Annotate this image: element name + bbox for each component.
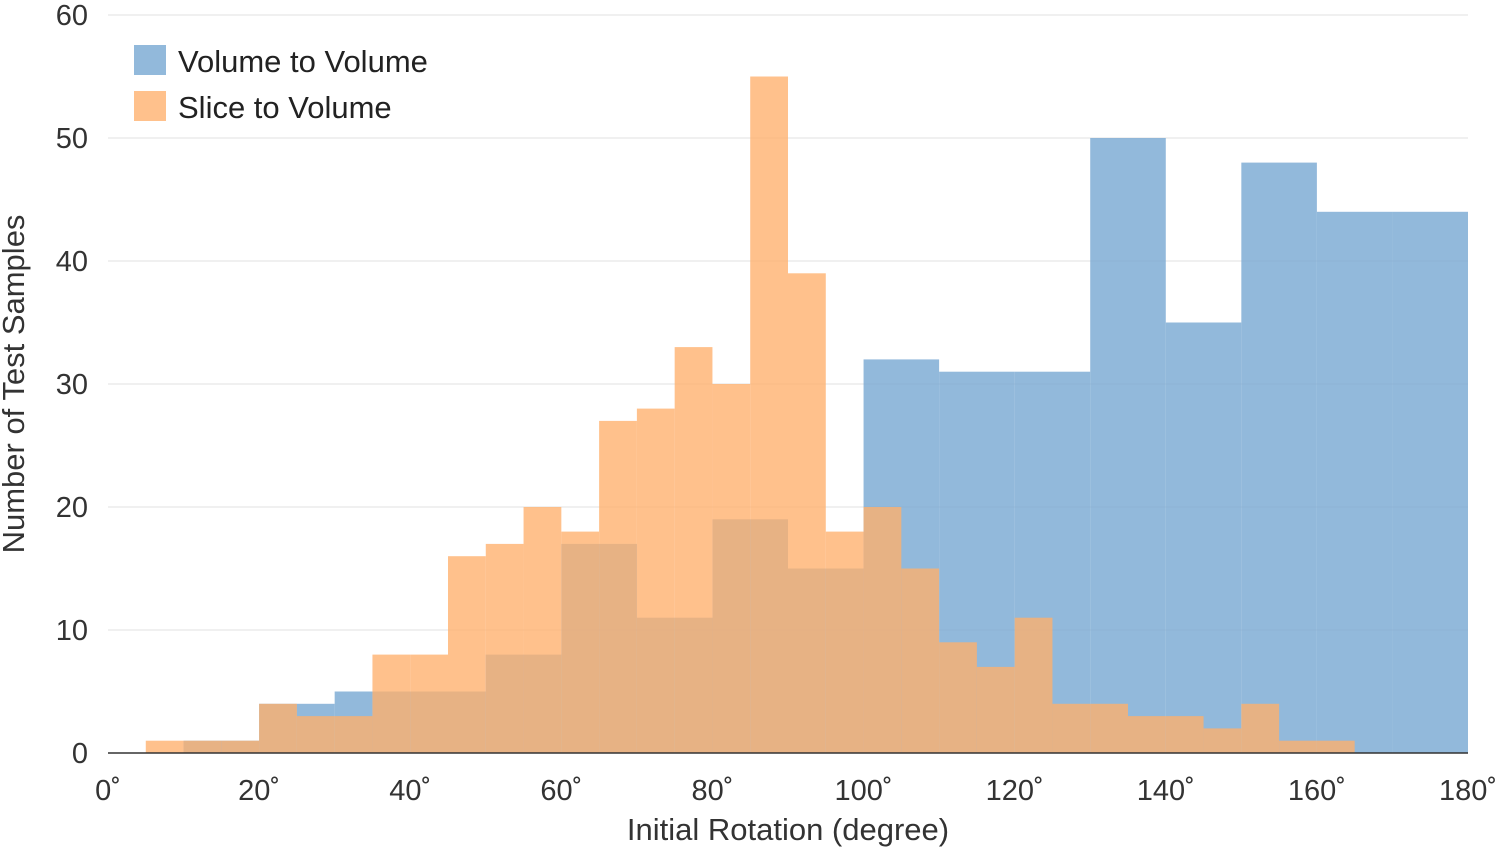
y-axis-title: Number of Test Samples <box>0 215 31 554</box>
x-tick-label: 100˚ <box>835 775 893 807</box>
histogram-bar <box>296 716 335 753</box>
y-tick-label: 30 <box>56 369 88 401</box>
y-tick-label: 0 <box>72 738 88 770</box>
histogram-bar <box>1241 703 1280 753</box>
histogram-bar <box>1165 322 1242 753</box>
x-tick-label: 40˚ <box>389 775 431 807</box>
histogram-bar <box>1241 162 1317 754</box>
histogram-bar <box>901 568 940 753</box>
x-axis-ticks: 0˚ 20˚ 40˚ 60˚ 80˚ 100˚ 120˚ 140˚ 160˚ 180˚ <box>95 775 1497 807</box>
histogram-bar <box>825 531 864 753</box>
histogram-bar <box>145 740 184 753</box>
series-slice-to-volume <box>145 76 1355 753</box>
histogram-bar <box>788 273 826 753</box>
histogram-bar <box>1316 211 1393 754</box>
legend-label: Slice to Volume <box>178 90 392 125</box>
x-tick-label: 0˚ <box>95 775 121 807</box>
histogram-bar <box>599 420 637 753</box>
series-layer <box>145 76 1468 754</box>
histogram-bar <box>1052 703 1091 753</box>
x-tick-label: 160˚ <box>1288 775 1346 807</box>
x-tick-label: 180˚ <box>1439 775 1497 807</box>
legend: Volume to Volume Slice to Volume <box>134 44 428 125</box>
histogram-bar <box>448 556 486 753</box>
y-tick-label: 20 <box>56 492 88 524</box>
histogram-bar <box>1165 716 1204 753</box>
histogram-bar <box>1128 716 1166 753</box>
histogram-bar <box>1316 740 1355 753</box>
x-tick-label: 140˚ <box>1137 775 1195 807</box>
histogram-bar <box>221 740 260 753</box>
x-axis-title: Initial Rotation (degree) <box>627 812 949 847</box>
histogram-bar <box>1014 617 1053 753</box>
histogram-bar <box>485 543 524 753</box>
histogram-bar <box>1392 211 1468 754</box>
x-tick-label: 120˚ <box>986 775 1044 807</box>
histogram-bar <box>334 716 373 753</box>
y-tick-label: 10 <box>56 615 88 647</box>
legend-swatch <box>134 45 166 75</box>
legend-swatch <box>134 91 166 121</box>
x-tick-label: 20˚ <box>238 775 280 807</box>
legend-label: Volume to Volume <box>178 44 428 79</box>
y-tick-label: 50 <box>56 123 88 155</box>
y-tick-label: 40 <box>56 246 88 278</box>
histogram-bar <box>561 531 600 753</box>
histogram-bar <box>259 703 297 753</box>
histogram-bar <box>976 666 1015 753</box>
y-axis-ticks: 0 10 20 30 40 50 60 <box>56 0 88 770</box>
histogram-bar <box>712 384 751 753</box>
histogram-bar <box>1203 728 1242 753</box>
histogram-bar <box>636 408 675 753</box>
histogram-bar <box>410 654 448 753</box>
x-tick-label: 80˚ <box>691 775 733 807</box>
histogram-bar <box>939 642 977 753</box>
histogram-bar <box>863 507 902 753</box>
histogram-bar <box>1279 740 1317 753</box>
histogram-bar <box>1090 138 1166 753</box>
histogram-bar <box>1090 703 1128 753</box>
x-tick-label: 60˚ <box>540 775 582 807</box>
histogram-bar <box>372 654 411 753</box>
histogram-bar <box>523 507 562 753</box>
histogram-bar <box>674 347 713 753</box>
y-tick-label: 60 <box>56 0 88 32</box>
histogram-bar <box>750 76 788 753</box>
histogram-bar <box>183 740 222 753</box>
